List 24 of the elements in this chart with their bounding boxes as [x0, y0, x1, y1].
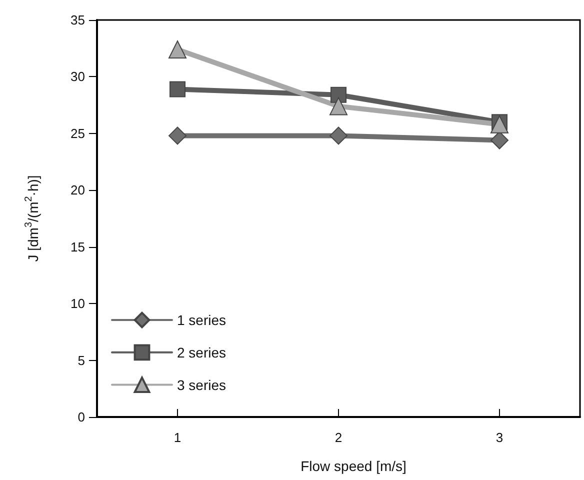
x-tick-label: 3	[496, 430, 504, 445]
point	[170, 81, 186, 98]
point	[330, 97, 348, 116]
x-tick-label: 1	[174, 430, 182, 445]
point	[490, 115, 508, 134]
y-tick-label: 15	[70, 239, 85, 254]
x-tick-label: 2	[334, 430, 342, 445]
point	[490, 131, 508, 150]
x-axis-title: Flow speed [m/s]	[300, 458, 406, 474]
y-tick-label: 5	[78, 352, 85, 368]
point	[330, 86, 346, 103]
y-tick-label: 0	[78, 410, 85, 424]
y-tick-label: 35	[70, 12, 85, 28]
y-axis-title: J [dm3/(m2·h)]	[24, 175, 41, 262]
y-tick-label: 20	[70, 182, 85, 198]
point	[168, 40, 186, 58]
y-tick-label: 30	[70, 69, 85, 84]
legend-label: 3 series	[177, 376, 226, 393]
legend-label: 1 series	[177, 312, 226, 328]
y-tick-label: 10	[70, 296, 85, 312]
y-tick-label: 25	[70, 126, 85, 141]
point	[330, 126, 348, 145]
legend-label: 2 series	[177, 344, 226, 360]
point	[168, 126, 186, 145]
